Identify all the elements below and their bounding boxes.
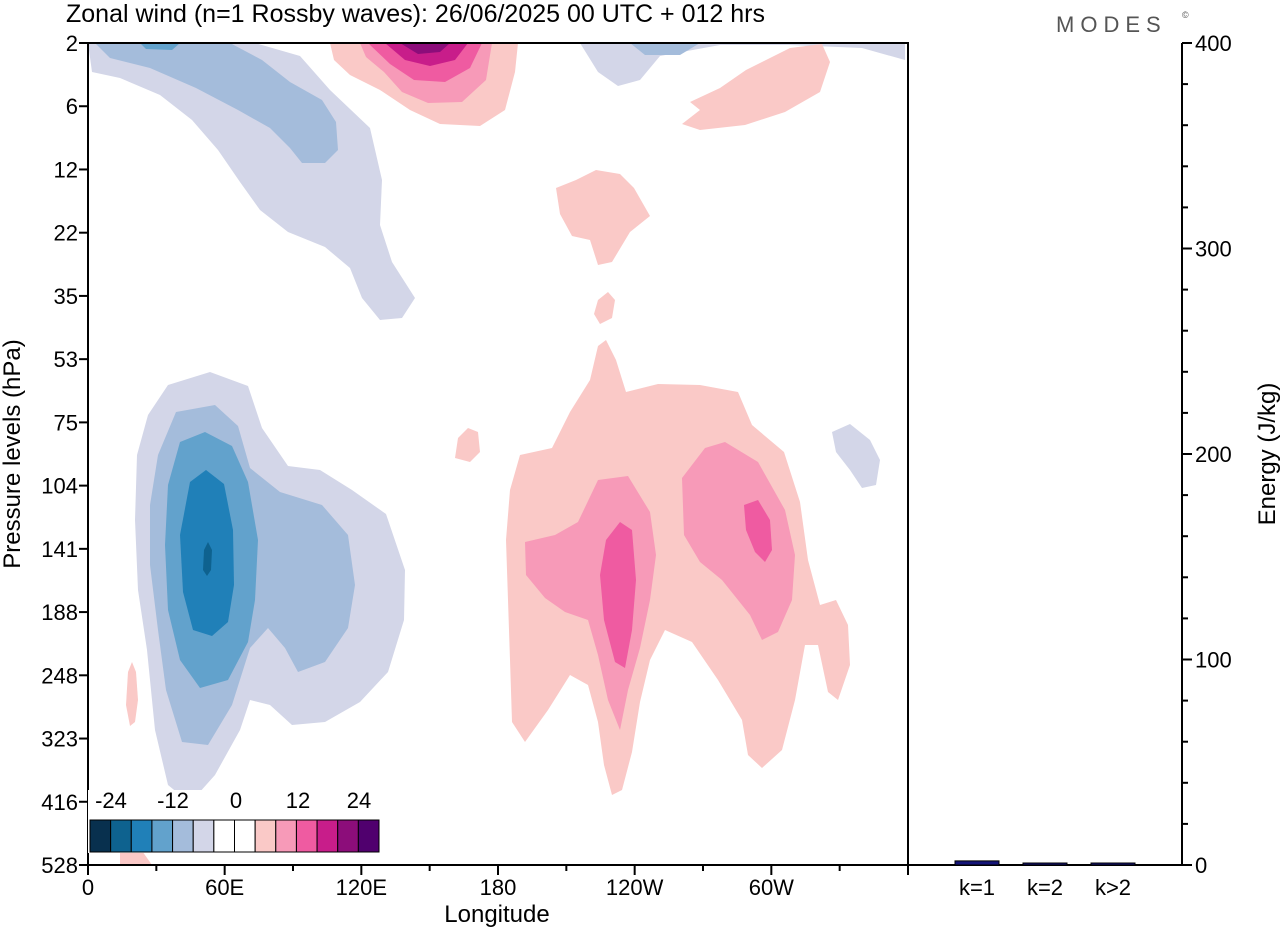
x-tick-label: 0 [82, 875, 94, 900]
y-tick-label: 75 [54, 410, 78, 435]
y-tick-label: 35 [54, 284, 78, 309]
colorbar: -24 -12 0 12 24 [88, 788, 381, 853]
contour-neg-right-blob [832, 424, 880, 488]
colorbar-swatch [295, 819, 318, 853]
colorbar-swatch [151, 819, 174, 853]
contour-pos-upper-core [400, 43, 450, 54]
y-tick-label: 323 [41, 727, 78, 752]
contour-pos-lower-mid1-right [682, 442, 795, 640]
y-axis-label: Pressure levels (hPa) [0, 339, 26, 568]
contour-neg-upper-mid [95, 43, 338, 163]
contour-pos-blob-c [455, 428, 480, 462]
colorbar-swatch [316, 819, 339, 853]
modes-logo-text: MODES [1056, 12, 1167, 37]
colorbar-swatch [172, 819, 194, 853]
contour-pos-upper-mid3 [385, 43, 468, 66]
y-tick-label: 53 [54, 347, 78, 372]
x-axis-label: Longitude [444, 901, 549, 928]
y-tick-label: 141 [41, 537, 78, 562]
contour-neg-upper-outer [88, 43, 415, 320]
x-tick-label: 60E [205, 875, 244, 900]
y-tick-label: 2 [66, 31, 78, 56]
colorbar-swatch [130, 819, 153, 853]
colorbar-label: 12 [286, 788, 310, 813]
energy-category-label: k=2 [1027, 875, 1063, 900]
energy-bar [1022, 862, 1068, 866]
energy-tick-label: 100 [1195, 648, 1232, 673]
contour-pos-blob-b [594, 292, 615, 324]
colorbar-swatch [89, 819, 112, 853]
contour-neg-upper-inner [140, 43, 180, 50]
chart-title: Zonal wind (n=1 Rossby waves): 26/06/202… [66, 0, 765, 28]
x-tick-label: 60W [749, 875, 794, 900]
x-tick-label: 120W [606, 875, 664, 900]
colorbar-swatch [337, 819, 359, 853]
colorbar-label: 0 [230, 788, 242, 813]
contour-pos-blob-a [556, 170, 650, 265]
y-tick-label: 12 [54, 157, 78, 182]
colorbar-swatch [192, 819, 215, 853]
y-tick-label: 248 [41, 663, 78, 688]
colorbar-swatch [110, 819, 132, 853]
energy-tick-label: 0 [1195, 853, 1207, 878]
contour-neg-upper-right-inner [630, 43, 700, 55]
energy-category-label: k>2 [1095, 875, 1131, 900]
colorbar-swatch [357, 819, 380, 853]
energy-tick-label: 200 [1195, 442, 1232, 467]
x-tick-label: 180 [480, 875, 517, 900]
contour-pos-lower-mid2-right [744, 500, 772, 562]
y-tick-label: 416 [41, 790, 78, 815]
energy-bar [954, 860, 1000, 866]
energy-category-label: k=1 [959, 875, 995, 900]
y-tick-label: 6 [66, 94, 78, 119]
modes-logo-mark: © [1182, 10, 1189, 20]
y-tick-label: 528 [41, 853, 78, 878]
colorbar-swatch [234, 819, 256, 853]
colorbar-label: 24 [347, 788, 371, 813]
contour-pos-upper-right [682, 44, 830, 130]
colorbar-swatch [254, 819, 277, 853]
contour-pos-lower-left-sliver [126, 662, 138, 726]
modes-logo: MODES © [1056, 10, 1189, 37]
x-tick-label: 120E [336, 875, 387, 900]
energy-axis-label: Energy (J/kg) [1254, 383, 1280, 526]
y-tick-label: 104 [41, 474, 78, 499]
energy-bar-chart: 0 100 200 300 400 k=1 k=2 k>2 [954, 31, 1232, 900]
colorbar-label: -12 [157, 788, 189, 813]
contour-pos-lower-outer [506, 340, 850, 795]
energy-tick-label: 300 [1195, 237, 1232, 262]
contour-neg-lower-core [203, 542, 212, 576]
contour-pos-lower-mid2-left [600, 522, 636, 668]
energy-tick-label: 400 [1195, 31, 1232, 56]
colorbar-label: -24 [95, 788, 127, 813]
colorbar-swatch [213, 819, 236, 853]
colorbar-swatch [275, 819, 297, 853]
energy-bar [1090, 862, 1136, 866]
longitude-axis: 0 60E 120E 180 120W 60W [82, 865, 909, 900]
y-tick-label: 22 [54, 221, 78, 246]
pressure-axis: 2 6 12 22 35 53 75 104 141 188 248 323 416 528 [41, 31, 88, 878]
contour-field [88, 43, 905, 865]
y-tick-label: 188 [41, 600, 78, 625]
